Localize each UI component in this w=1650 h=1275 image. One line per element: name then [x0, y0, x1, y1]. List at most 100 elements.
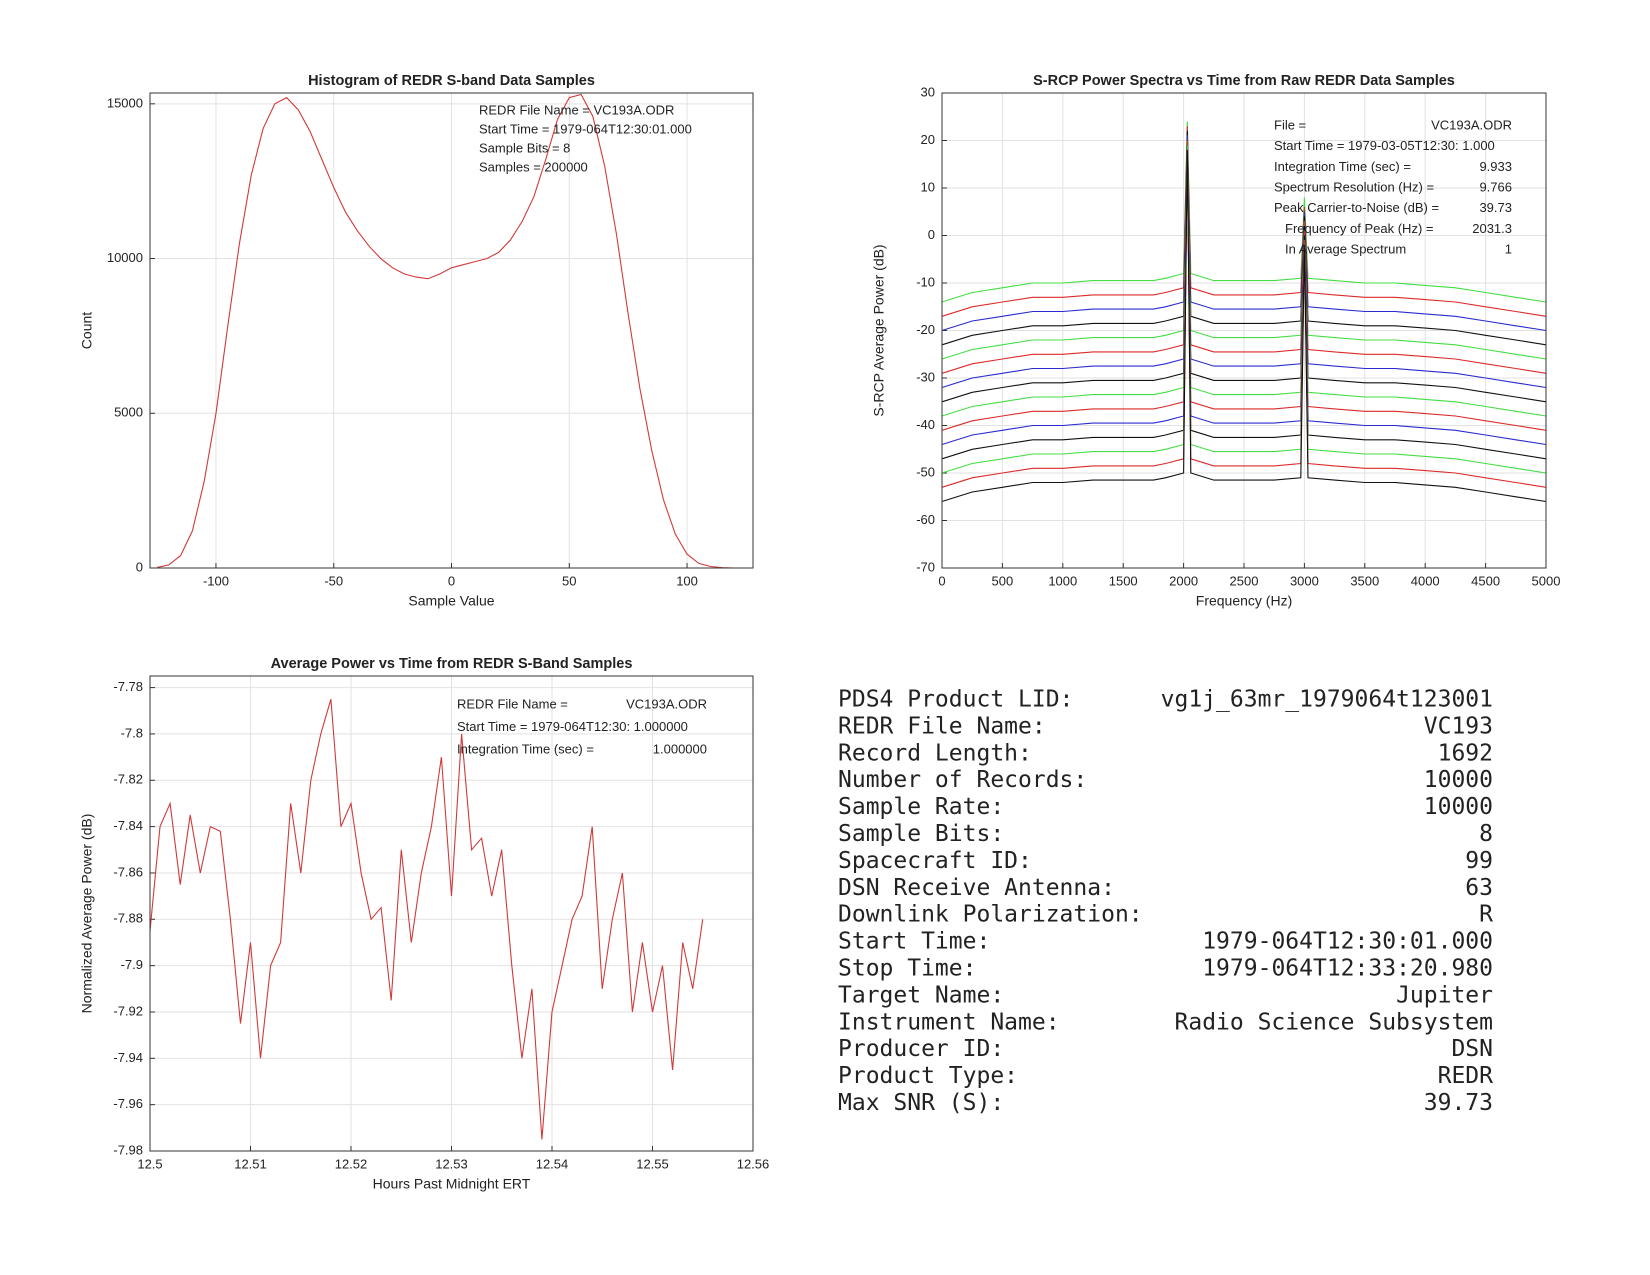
data-line [941, 149, 1547, 503]
info-label: Record Length: [838, 740, 1032, 766]
x-tick-label: 12.54 [536, 1156, 569, 1171]
data-line [941, 130, 1547, 346]
data-line [941, 135, 1547, 389]
x-axis-label: Hours Past Midnight ERT [373, 1176, 531, 1192]
y-tick-label: -20 [916, 322, 935, 337]
x-tick-label: 5000 [1532, 573, 1561, 588]
y-tick-label: -7.94 [113, 1050, 143, 1065]
info-value: R [1479, 902, 1493, 928]
x-tick-label: 2000 [1169, 573, 1198, 588]
data-line [941, 145, 1547, 474]
info-label: PDS4 Product LID: [838, 687, 1073, 713]
data-line [941, 135, 1547, 360]
info-value: DSN [1451, 1036, 1493, 1062]
info-value: 10000 [1424, 767, 1493, 793]
y-tick-label: -7.96 [113, 1096, 143, 1111]
x-tick-label: 12.55 [636, 1156, 669, 1171]
y-axis-label: S-RCP Average Power (dB) [871, 244, 887, 416]
y-tick-label: -60 [916, 512, 935, 527]
info-label: DSN Receive Antenna: [838, 875, 1115, 901]
annotation-value: 9.766 [1479, 180, 1512, 195]
info-value: Jupiter [1396, 982, 1493, 1008]
x-tick-label: 1500 [1109, 573, 1138, 588]
info-label: Max SNR (S): [838, 1090, 1004, 1116]
y-tick-label: -50 [916, 464, 935, 479]
data-line [941, 145, 1547, 446]
info-label: Downlink Polarization: [838, 902, 1143, 928]
y-tick-label: -40 [916, 417, 935, 432]
y-tick-label: 10000 [107, 250, 143, 265]
info-table: PDS4 Product LID: vg1j_63mr_1979064t12300… [838, 687, 1493, 1117]
x-tick-label: 50 [562, 573, 576, 588]
info-label: Start Time: [838, 929, 990, 955]
chart-title: Histogram of REDR S-band Data Samples [308, 73, 595, 89]
plot-frame [149, 675, 754, 1152]
info-label: Stop Time: [838, 956, 976, 982]
info-value: 39.73 [1424, 1090, 1493, 1116]
info-value: 10000 [1424, 794, 1493, 820]
y-axis-label: Count [79, 312, 95, 349]
y-tick-label: -7.8 [121, 725, 143, 740]
x-tick-label: 4500 [1471, 573, 1500, 588]
annotation-label: Frequency of Peak (Hz) = [1285, 221, 1433, 236]
x-tick-label: 3500 [1350, 573, 1379, 588]
chart-title: S-RCP Power Spectra vs Time from Raw RED… [1033, 73, 1455, 89]
annotation-label: REDR File Name = [457, 696, 568, 711]
info-label: Spacecraft ID: [838, 848, 1032, 874]
data-line [941, 140, 1547, 403]
y-tick-label: -7.86 [113, 864, 143, 879]
info-value: 1692 [1438, 740, 1493, 766]
chart: -100 -50 0 50 100 0 5000 10000 15000 Histogram of… [79, 73, 754, 609]
info-label: Number of Records: [838, 767, 1087, 793]
info-label: Sample Bits: [838, 821, 1004, 847]
data-line [941, 130, 1547, 332]
y-tick-label: 15000 [107, 95, 143, 110]
info-label: Product Type: [838, 1063, 1018, 1089]
x-tick-label: 12.52 [335, 1156, 368, 1171]
data-line [149, 699, 704, 1140]
x-axis-label: Frequency (Hz) [1196, 593, 1292, 609]
x-tick-label: 12.51 [234, 1156, 267, 1171]
data-line [941, 126, 1547, 317]
info-value: REDR [1438, 1063, 1494, 1089]
y-tick-label: -10 [916, 274, 935, 289]
x-tick-label: 1000 [1048, 573, 1077, 588]
x-tick-label: -50 [324, 573, 343, 588]
chart-title: Average Power vs Time from REDR S-Band S… [271, 656, 633, 672]
info-label: REDR File Name: [838, 713, 1046, 739]
info-value: 1979-064T12:33:20.980 [1202, 956, 1493, 982]
x-tick-label: 0 [938, 573, 945, 588]
annotation-label: In Average Spectrum [1285, 242, 1406, 257]
y-tick-label: -7.84 [113, 818, 143, 833]
x-tick-label: 4000 [1411, 573, 1440, 588]
info-label: Target Name: [838, 982, 1004, 1008]
chart: 12.5 12.51 12.52 12.53 12.54 12.55 12.56 -7.98 -… [79, 656, 770, 1192]
annotation-value: 1 [1505, 242, 1512, 257]
annotation-label: Start Time = 1979-03-05T12:30: 1.000 [1274, 138, 1495, 153]
y-tick-label: -7.88 [113, 911, 143, 926]
y-tick-label: -70 [916, 559, 935, 574]
annotation-label: Spectrum Resolution (Hz) = [1274, 180, 1434, 195]
y-tick-label: -7.9 [121, 957, 143, 972]
y-tick-label: 0 [928, 227, 935, 242]
info-label: Instrument Name: [838, 1009, 1060, 1035]
x-tick-label: 100 [676, 573, 698, 588]
annotation-label: Peak Carrier-to-Noise (dB) = [1274, 200, 1439, 215]
annotation-value: 9.933 [1479, 159, 1512, 174]
y-tick-label: 0 [136, 559, 143, 574]
annotation-label: Integration Time (sec) = [457, 741, 594, 756]
info-value: vg1j_63mr_1979064t123001 [1161, 687, 1493, 713]
info-label: Sample Rate: [838, 794, 1004, 820]
y-tick-label: -7.98 [113, 1142, 143, 1157]
chart: 0 500 1000 1500 2000 2500 3000 3500 4000 4500 5000… [871, 73, 1561, 609]
info-value: Radio Science Subsystem [1175, 1009, 1494, 1035]
x-tick-label: 2500 [1230, 573, 1259, 588]
y-tick-label: -7.78 [113, 679, 143, 694]
annotation-value: 1.000000 [653, 741, 707, 756]
annotation-label: File = [1274, 117, 1306, 132]
x-tick-label: -100 [203, 573, 229, 588]
x-tick-label: 500 [992, 573, 1014, 588]
x-tick-label: 12.56 [737, 1156, 770, 1171]
info-value: 99 [1465, 848, 1493, 874]
